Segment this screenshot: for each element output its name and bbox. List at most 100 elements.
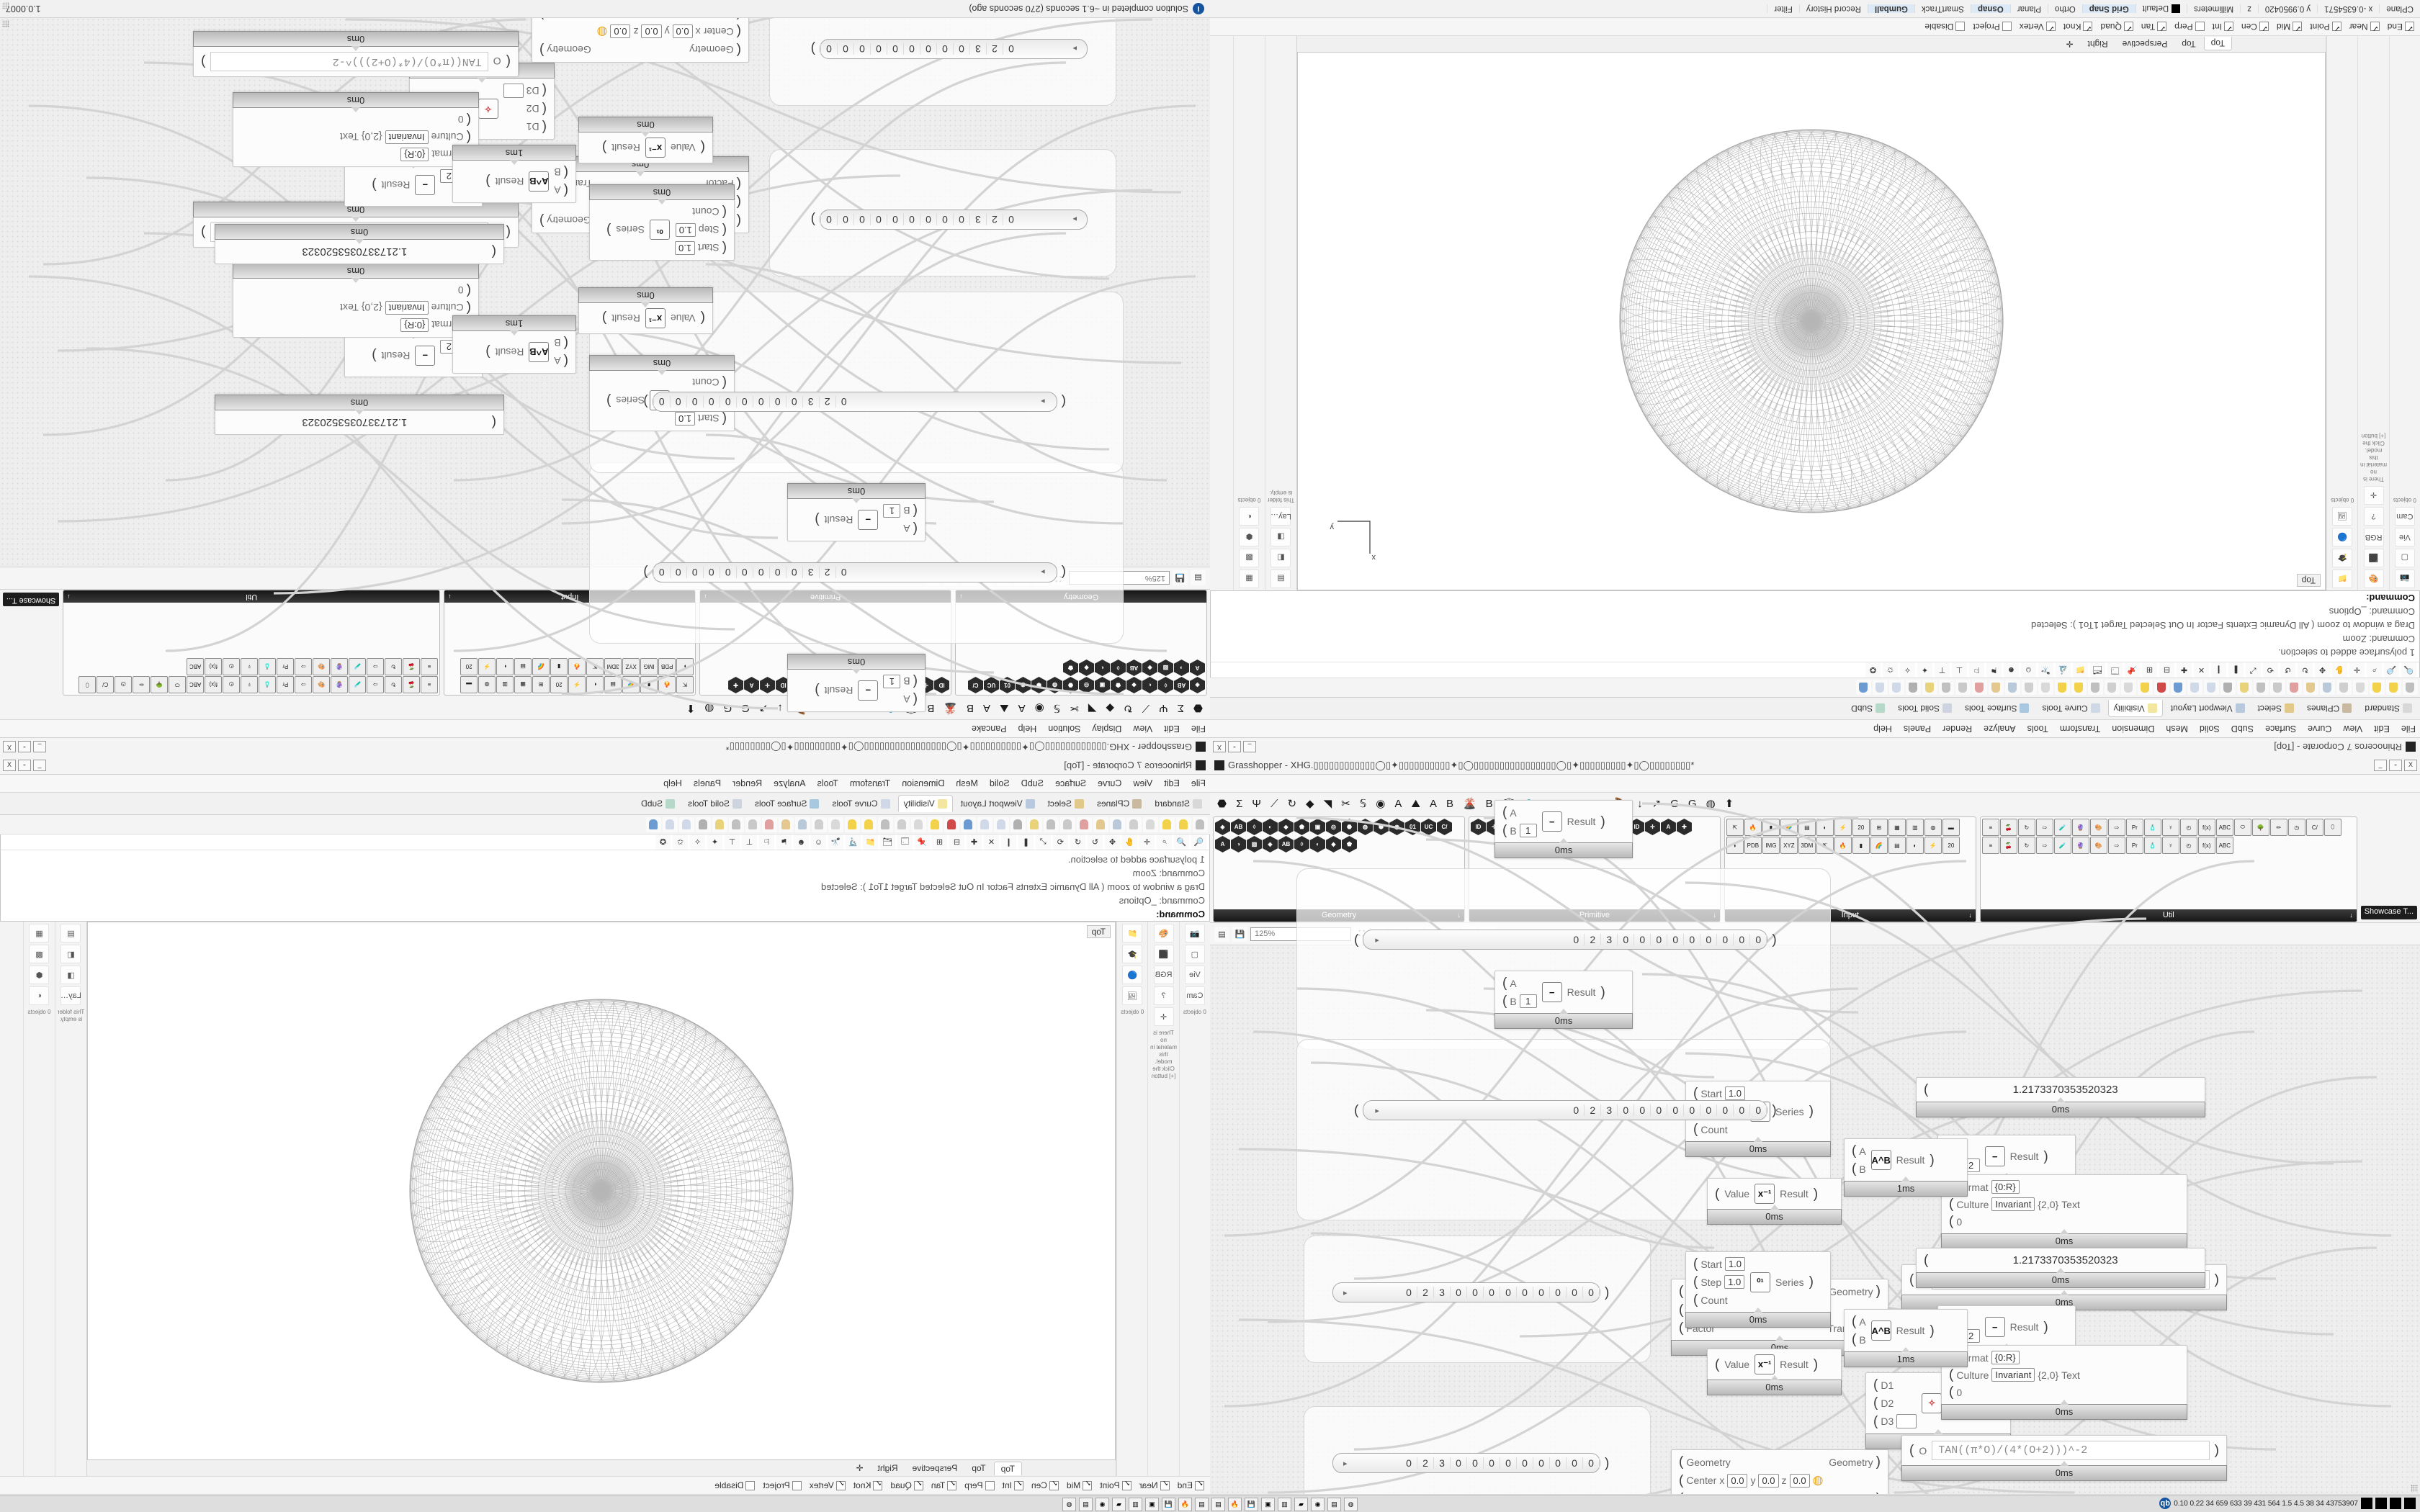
slider-digit-5[interactable]: 0 <box>1467 1287 1484 1298</box>
slider-digit-6[interactable]: 0 <box>752 567 769 578</box>
command-tool-icon-3[interactable]: ⌕ <box>2367 662 2382 678</box>
slider-digit-10[interactable]: 0 <box>1717 1104 1734 1116</box>
component-icon-input-22[interactable]: 🌈 <box>1870 837 1888 854</box>
rhino-menu-surface[interactable]: Surface <box>1054 778 1087 788</box>
gh-category-28[interactable]: ◍ <box>704 702 714 714</box>
visibility-tool-icon-31[interactable] <box>1906 680 1921 696</box>
rhino-command-toolbar-2[interactable]: 🔍 🔎 ⌕ ✛ ✋ ✥ ↻ ↺ ⟲ ⤢ ❚ ❙ ✕ ✚ ⊟ ⊞ 📌 🗔 🗂 📁 🔬 🔭 ☺ ☻ ⚑ ⚐ ⊥ ⊤ ✦ ✧ ✩ ✪ <box>1 834 1209 850</box>
component-icon-geometry-5[interactable]: ◆ <box>1126 677 1142 693</box>
visibility-tool-icon-8[interactable] <box>1077 816 1092 832</box>
command-tool-icon-2[interactable]: 🔎 <box>2384 662 2399 678</box>
panel-tool-1[interactable]: 📷 <box>1184 924 1205 942</box>
rhino-statusbar[interactable]: CPlane x -0.6354571 y 0.9950420 z Millimeter… <box>1210 0 2420 18</box>
visibility-tool-icon-34[interactable] <box>646 816 661 832</box>
visibility-tool-icon-15[interactable] <box>961 816 976 832</box>
slider-digit-10[interactable]: 0 <box>686 396 703 408</box>
component-icon-util-31[interactable]: ☿ <box>241 658 259 675</box>
component-icon-util-25[interactable]: 🧪 <box>349 658 367 675</box>
osnap-near[interactable]: Near <box>1139 1480 1170 1490</box>
component-icon-geometry-3[interactable]: ◊ <box>1247 819 1262 835</box>
slider-digit-12[interactable]: 0 <box>820 214 837 225</box>
slider-handle[interactable]: ▸ <box>1041 567 1045 577</box>
visibility-tool-icon-26[interactable] <box>779 816 794 832</box>
command-tool-icon-11[interactable]: ❚ <box>1018 834 1034 850</box>
panel-tool-1[interactable]: 📁 <box>2332 570 2353 588</box>
rhino-menu-dimension[interactable]: Dimension <box>2112 724 2155 734</box>
toggle-ortho[interactable]: Ortho <box>2047 4 2082 13</box>
panel-tool-1[interactable]: ▤ <box>60 924 81 942</box>
command-tool-icon-5[interactable]: ✋ <box>2332 662 2347 678</box>
rhino-menu-view[interactable]: View <box>1133 778 1153 788</box>
component-icon-util-34[interactable]: ABC <box>187 658 205 675</box>
command-tool-icon-9[interactable]: ⟲ <box>2263 662 2278 678</box>
component-icon-util-8[interactable]: ⇨ <box>2107 819 2125 836</box>
component-icon-geometry-9[interactable]: ⬣ <box>1063 677 1078 693</box>
slider-digit-3[interactable]: 3 <box>1434 1457 1451 1469</box>
panel-tool-4[interactable]: Cam <box>1184 986 1205 1005</box>
power-port-b[interactable]: (B <box>554 336 568 351</box>
component-icon-util-4[interactable]: ⇨ <box>367 676 385 693</box>
gh-menubar-2[interactable] <box>1210 775 2420 793</box>
panel-tool-3[interactable]: 🔵 <box>2332 528 2353 546</box>
gh-category-4[interactable]: ⟋ <box>1142 702 1150 715</box>
series-port-start[interactable]: (Start 1.0 <box>675 240 727 256</box>
component-icon-input-20[interactable]: 🔥 <box>568 658 586 675</box>
visibility-tool-icon-11[interactable] <box>1027 816 1042 832</box>
gh-category-12[interactable]: ⛰ <box>1411 797 1420 810</box>
command-tool-icon-21[interactable]: 🔬 <box>846 834 861 850</box>
slider-digit-8[interactable]: 0 <box>887 214 903 225</box>
slider-digit-5[interactable]: 0 <box>768 567 786 578</box>
docs-icon-2[interactable]: ▥ <box>1278 1497 1291 1511</box>
component-icon-geometry-12[interactable]: ◉ <box>1016 677 1031 693</box>
osnap-knot[interactable]: Knot <box>2063 22 2093 32</box>
component-icon-util-15[interactable]: ⬭ <box>169 676 187 693</box>
visibility-tool-icon-2[interactable] <box>2386 680 2401 696</box>
tab-visibility[interactable]: Visibility <box>2107 700 2163 717</box>
component-icon-input-26[interactable]: 20 <box>1942 837 1960 854</box>
command-tool-icon-10[interactable]: ⤢ <box>1036 834 1051 850</box>
command-tool-icon-21[interactable]: 🔬 <box>2056 662 2071 678</box>
rhino-window-controls-2[interactable]: _ ▫ X <box>3 759 46 771</box>
slider-digit-6[interactable]: 0 <box>1484 1457 1500 1469</box>
component-icon-util-33[interactable]: f(x) <box>205 658 223 675</box>
component-icon-input-16[interactable]: IMG <box>640 658 658 675</box>
command-tool-icon-25[interactable]: ⚑ <box>1986 662 2002 678</box>
component-icon-util-2[interactable]: 🍒 <box>1999 819 2017 836</box>
rhino-rail-b[interactable]: 🎨 ⬛ RGB? ✛ There is no material in this mode… <box>2357 36 2389 590</box>
osnap-checkbox[interactable] <box>745 1480 756 1490</box>
open-icon[interactable]: ▤ <box>1191 570 1206 586</box>
rhino-toolbar-tabs[interactable]: Standard CPlanes Select Viewport Layout Visi… <box>1210 697 2420 719</box>
visibility-tool-icon-20[interactable] <box>2088 680 2103 696</box>
gh-category-10[interactable]: ◉ <box>1034 702 1044 714</box>
osnap-tan[interactable]: Tan <box>931 1480 957 1490</box>
panel-tool-1[interactable]: ▤ <box>1270 570 1291 588</box>
command-tool-icon-20[interactable]: 📁 <box>2073 662 2088 678</box>
merge-port-d2[interactable]: (D2 <box>1873 1395 1894 1410</box>
gh-canvas-toolbar[interactable]: ▤ 💾 125% ⛶ ◉ 🔥 ▮ ▯ ✣ ▣ ▤ (▸023000000000)… <box>0 2 1210 712</box>
component-icon-geometry-24[interactable]: ⬟ <box>1063 660 1078 676</box>
component-icon-geometry-12[interactable]: ◉ <box>1389 819 1404 835</box>
qb-icon-2[interactable]: ◍ <box>1344 1497 1358 1511</box>
command-tool-icon-17[interactable]: 📌 <box>915 834 930 850</box>
slider-digit-8[interactable]: 0 <box>719 567 736 578</box>
slider-digit-9[interactable]: 0 <box>702 396 720 408</box>
osnap-end[interactable]: End <box>1178 1480 1204 1490</box>
gh-category-25[interactable]: ↗ <box>758 702 768 714</box>
gh-category-24[interactable]: ↓ <box>1637 797 1643 810</box>
culture-value-input[interactable]: Invariant <box>385 301 429 315</box>
visibility-tool-icon-10[interactable] <box>2254 680 2269 696</box>
gh-category-5[interactable]: ↻ <box>1123 702 1133 714</box>
visibility-tool-icon-12[interactable] <box>1010 816 1026 832</box>
tab-surface-tools[interactable]: Surface Tools <box>1960 701 2035 716</box>
osnap-quad[interactable]: Quad <box>890 1480 923 1490</box>
command-tool-icon-29[interactable]: ✦ <box>1917 662 1932 678</box>
slider-digit-4[interactable]: 0 <box>1451 1287 1467 1298</box>
rhino-rail-e[interactable]: ▦ ▩ ⬢ ◐ 0 objects <box>1233 36 1265 590</box>
rhino-menu-help[interactable]: Help <box>663 778 682 788</box>
tab-curve-tools[interactable]: Curve Tools <box>2037 701 2105 716</box>
component-icon-input-9[interactable]: ⊞ <box>532 676 550 693</box>
panel-tool-3[interactable]: Vie <box>1184 966 1205 984</box>
command-tool-icon-28[interactable]: ⊤ <box>1935 662 1950 678</box>
